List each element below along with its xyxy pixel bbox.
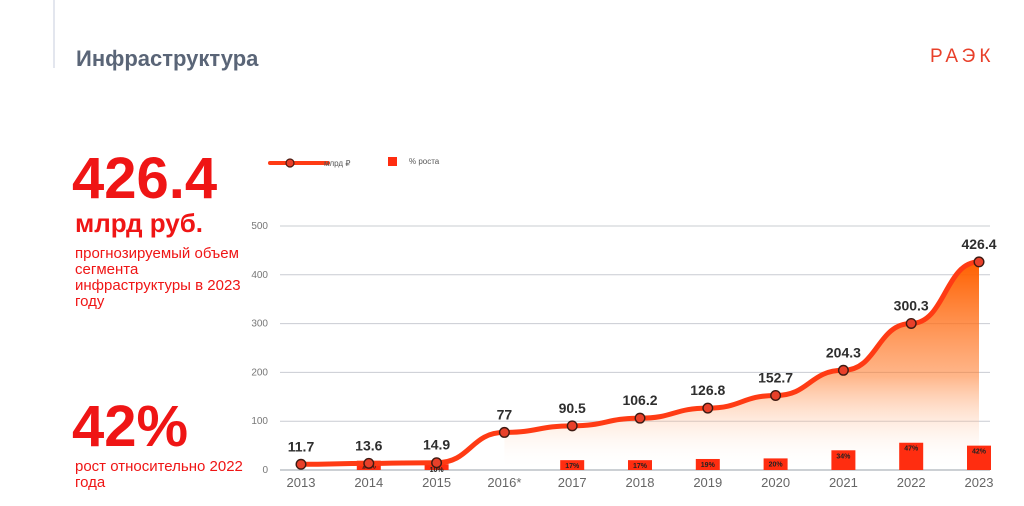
value-point bbox=[905, 317, 917, 329]
value-label: 152.7 bbox=[758, 369, 793, 385]
value-point bbox=[634, 412, 646, 424]
headline-description: прогнозируемый объем сегмента инфраструк… bbox=[75, 245, 241, 310]
growth-bar bbox=[628, 460, 652, 470]
page-title: Инфраструктура bbox=[76, 46, 259, 71]
value-point bbox=[702, 402, 714, 414]
growth-bar-label: 42% bbox=[972, 449, 987, 456]
growth-bar-label: 17% bbox=[633, 463, 648, 470]
left-rule bbox=[53, 0, 55, 68]
y-tick-label: 200 bbox=[251, 367, 268, 378]
growth-bar-label: 17% bbox=[565, 463, 580, 470]
value-label: 426.4 bbox=[961, 236, 996, 252]
growth-bar-label: 34% bbox=[836, 453, 851, 460]
x-tick-label: 2023 bbox=[965, 475, 994, 490]
growth-description: рост относительно 2022 года bbox=[75, 458, 243, 491]
value-point bbox=[295, 458, 307, 470]
legend-line-item: млрд ₽ bbox=[268, 157, 350, 169]
x-tick-label: 2014 bbox=[354, 475, 383, 490]
value-point bbox=[973, 256, 985, 268]
logo: РАЭК bbox=[930, 46, 995, 67]
legend-line-label: млрд ₽ bbox=[324, 158, 351, 168]
growth-bar-label: 10% bbox=[430, 467, 445, 474]
value-point bbox=[837, 364, 849, 376]
legend-bar-item: % роста bbox=[388, 157, 439, 166]
y-tick-label: 300 bbox=[251, 319, 268, 330]
growth-bar bbox=[763, 458, 788, 470]
growth-bar bbox=[967, 445, 991, 470]
value-point bbox=[431, 457, 443, 469]
legend-line-icon bbox=[268, 158, 330, 168]
x-tick-label: 2019 bbox=[693, 475, 722, 490]
headline-value: 426.4 bbox=[72, 146, 218, 211]
x-tick-label: 2022 bbox=[897, 475, 926, 490]
value-label: 106.2 bbox=[622, 392, 657, 408]
value-point bbox=[498, 426, 510, 438]
value-point bbox=[363, 457, 375, 469]
value-label: 204.3 bbox=[826, 344, 861, 360]
headline-unit: млрд руб. bbox=[75, 208, 203, 238]
x-tick-label: 2016* bbox=[487, 475, 521, 490]
y-tick-label: 500 bbox=[251, 221, 268, 232]
legend-bar-label: % роста bbox=[409, 157, 440, 166]
growth-bar bbox=[899, 442, 924, 470]
growth-bar bbox=[831, 450, 856, 470]
value-point bbox=[770, 389, 782, 401]
growth-value: 42% bbox=[72, 394, 189, 459]
value-area bbox=[504, 261, 979, 470]
x-tick-label: 2021 bbox=[829, 475, 858, 490]
x-tick-label: 2017 bbox=[558, 475, 587, 490]
value-label: 126.8 bbox=[690, 382, 725, 398]
growth-bar-label: 20% bbox=[769, 461, 784, 468]
value-label: 11.7 bbox=[288, 438, 315, 454]
y-tick-label: 400 bbox=[251, 270, 268, 281]
x-tick-label: 2015 bbox=[422, 475, 451, 490]
y-tick-label: 100 bbox=[251, 416, 268, 427]
x-tick-label: 2013 bbox=[287, 475, 316, 490]
value-line bbox=[298, 259, 982, 467]
legend-bar-swatch bbox=[388, 157, 397, 166]
x-tick-label: 2020 bbox=[761, 475, 790, 490]
x-tick-label: 2018 bbox=[626, 475, 655, 490]
growth-bar bbox=[695, 458, 720, 470]
growth-bar-label: 19% bbox=[701, 462, 716, 469]
growth-bar bbox=[560, 460, 585, 470]
growth-bar-label: 47% bbox=[904, 446, 919, 453]
value-label: 14.9 bbox=[423, 437, 450, 453]
value-label: 90.5 bbox=[559, 400, 586, 416]
value-label: 300.3 bbox=[894, 297, 929, 313]
value-label: 13.6 bbox=[355, 437, 382, 453]
value-label: 77 bbox=[497, 406, 513, 422]
value-point bbox=[566, 420, 578, 432]
y-tick-label: 0 bbox=[262, 465, 268, 476]
